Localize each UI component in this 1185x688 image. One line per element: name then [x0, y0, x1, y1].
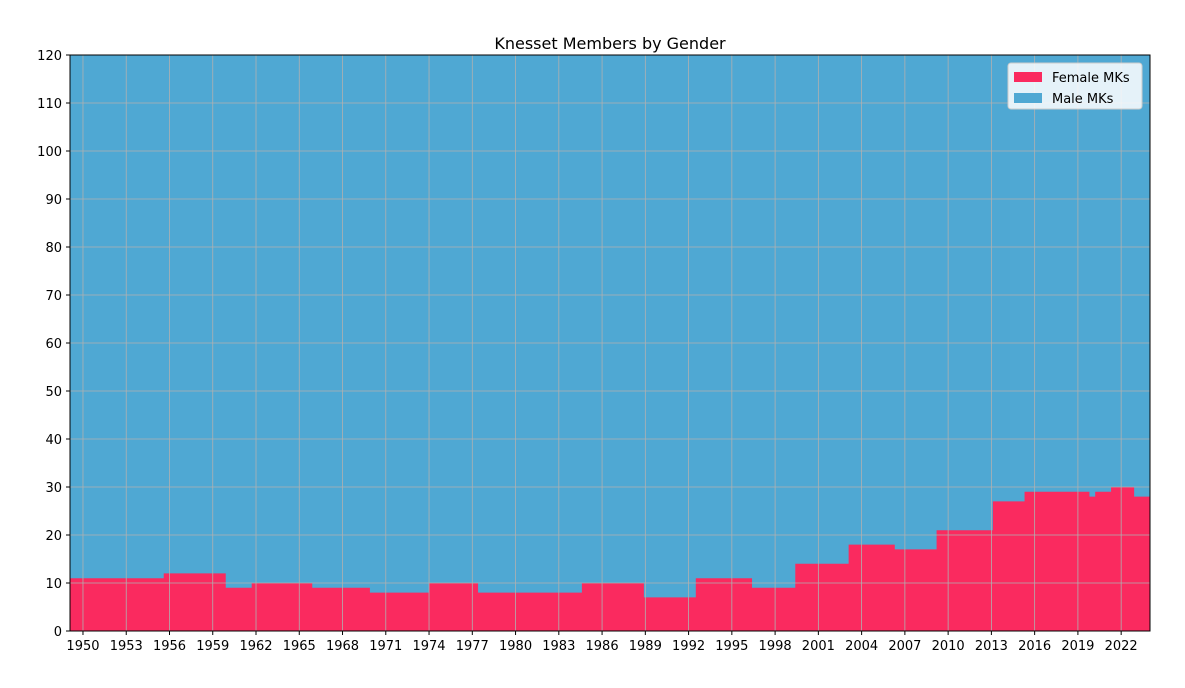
y-tick-label-60: 60: [45, 337, 62, 352]
y-tick-label-10: 10: [45, 577, 62, 592]
legend-label-1: Male MKs: [1052, 92, 1114, 107]
x-tick-label-1995: 1995: [715, 639, 748, 654]
y-tick-label-30: 30: [45, 481, 62, 496]
x-tick-label-1968: 1968: [326, 639, 359, 654]
y-tick-label-90: 90: [45, 193, 62, 208]
y-tick-label-70: 70: [45, 289, 62, 304]
x-tick-label-1980: 1980: [499, 639, 532, 654]
legend-label-0: Female MKs: [1052, 71, 1130, 86]
x-tick-label-1989: 1989: [629, 639, 662, 654]
x-tick-label-1962: 1962: [239, 639, 272, 654]
chart-title: Knesset Members by Gender: [494, 34, 726, 53]
y-tick-label-120: 120: [37, 49, 62, 64]
x-tick-label-2022: 2022: [1105, 639, 1138, 654]
x-axis: 1950 1953 1956 1959 1962 1965 1968 1971 1974 1977…: [66, 631, 1138, 654]
y-tick-label-20: 20: [45, 529, 62, 544]
y-tick-label-100: 100: [37, 145, 62, 160]
y-tick-label-40: 40: [45, 433, 62, 448]
x-tick-label-2010: 2010: [932, 639, 965, 654]
x-tick-label-1959: 1959: [196, 639, 229, 654]
x-tick-label-1953: 1953: [110, 639, 143, 654]
x-tick-label-2001: 2001: [802, 639, 835, 654]
x-tick-label-1977: 1977: [456, 639, 489, 654]
x-tick-label-2004: 2004: [845, 639, 878, 654]
female-mks-area: [70, 487, 1150, 631]
x-tick-label-1965: 1965: [283, 639, 316, 654]
x-tick-label-2007: 2007: [888, 639, 921, 654]
x-tick-label-1950: 1950: [66, 639, 99, 654]
x-tick-label-1956: 1956: [153, 639, 186, 654]
x-tick-label-2016: 2016: [1018, 639, 1051, 654]
legend-swatch-0: [1014, 72, 1042, 82]
x-tick-label-1974: 1974: [412, 639, 445, 654]
x-tick-label-1992: 1992: [672, 639, 705, 654]
x-tick-label-1983: 1983: [542, 639, 575, 654]
x-tick-label-2013: 2013: [975, 639, 1008, 654]
y-tick-label-50: 50: [45, 385, 62, 400]
x-tick-label-1998: 1998: [759, 639, 792, 654]
x-tick-label-2019: 2019: [1061, 639, 1094, 654]
legend: Female MKs Male MKs: [1007, 62, 1143, 110]
y-tick-label-110: 110: [37, 97, 62, 112]
x-tick-label-1971: 1971: [369, 639, 402, 654]
legend-swatch-1: [1014, 93, 1042, 103]
y-tick-label-0: 0: [54, 625, 62, 640]
x-tick-label-1986: 1986: [586, 639, 619, 654]
y-tick-label-80: 80: [45, 241, 62, 256]
y-axis: 0 10 20 30 40 50 60 70 80 90 100 110 120: [37, 49, 70, 640]
